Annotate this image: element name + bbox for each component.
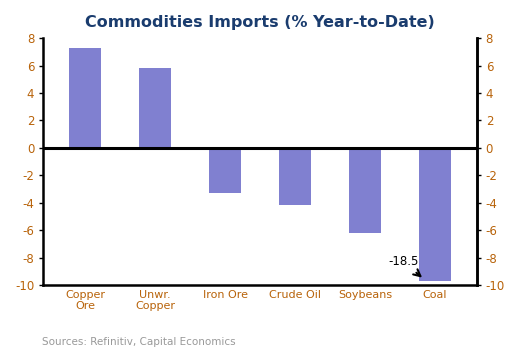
Text: -18.5: -18.5 (388, 255, 420, 276)
Bar (139, 68, 171, 148)
Bar (279, 148, 310, 205)
Bar (210, 148, 241, 193)
Bar (70, 48, 101, 148)
Title: Commodities Imports (% Year-to-Date): Commodities Imports (% Year-to-Date) (85, 15, 435, 30)
Text: Sources: Refinitiv, Capital Economics: Sources: Refinitiv, Capital Economics (42, 338, 235, 347)
Bar (349, 148, 381, 233)
Bar (419, 148, 450, 281)
